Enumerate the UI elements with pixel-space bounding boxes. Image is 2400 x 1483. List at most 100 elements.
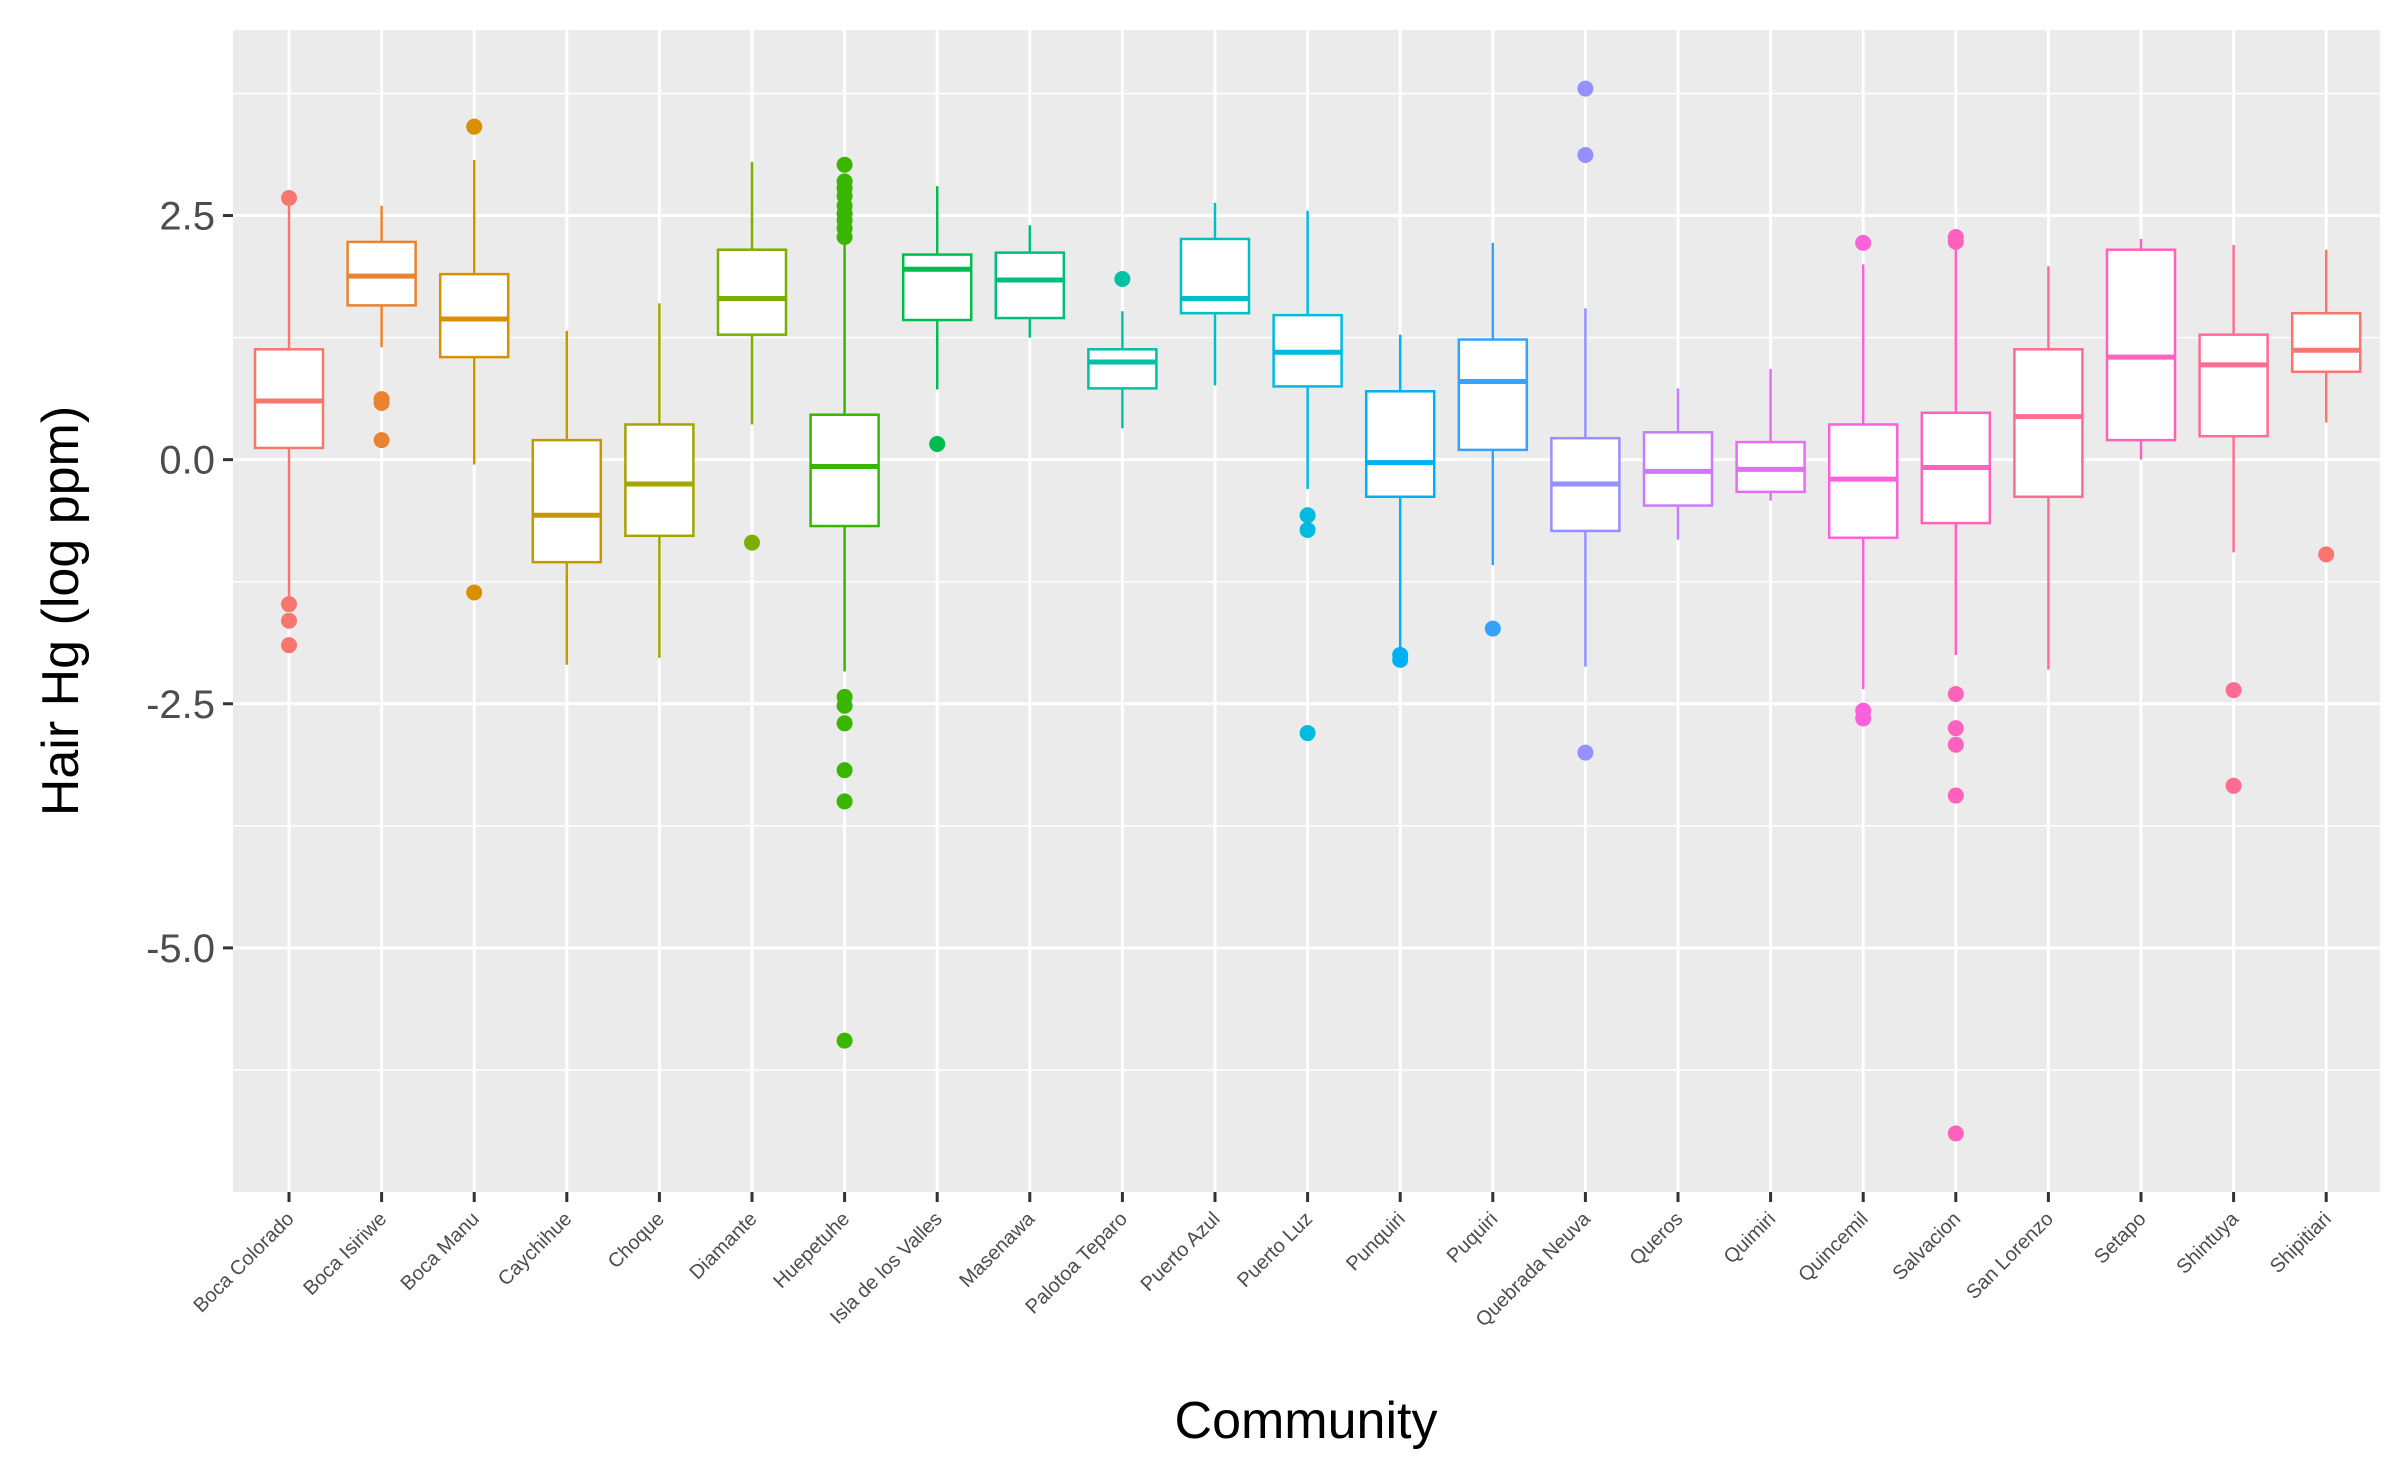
outlier-point: [1484, 620, 1501, 637]
box-series-group: [253, 80, 2362, 1142]
box-puerto-luz: [1272, 210, 1343, 742]
outlier-point: [836, 697, 853, 714]
box-puerto-azul: [1179, 202, 1251, 386]
outlier-point: [929, 436, 946, 453]
outlier-point: [281, 189, 297, 206]
outlier-point: [1947, 233, 1964, 250]
iqr-box: [1457, 338, 1529, 452]
outlier-point: [1947, 787, 1964, 804]
box-palotoa-teparo: [1087, 271, 1158, 429]
x-axis: Boca Colorado Boca Isiriwe Boca Manu Caychi…: [189, 1192, 2336, 1331]
iqr-box: [624, 423, 695, 538]
outlier-point: [1299, 507, 1316, 524]
x-tick-label: Salvacion: [1888, 1208, 1965, 1285]
box-boca-isiriwe: [346, 205, 417, 449]
iqr-box: [1087, 348, 1158, 390]
box-shipitiari: [2290, 249, 2362, 563]
y-tick-label: -5.0: [146, 927, 215, 971]
box-quebrada-neuva: [1550, 80, 1621, 761]
box-quincemil: [1827, 234, 1899, 727]
outlier-point: [373, 395, 390, 412]
x-tick-label: San Lorenzo: [1962, 1208, 2058, 1304]
x-tick-label: Puerto Luz: [1233, 1208, 1317, 1292]
box-caychihue: [531, 330, 603, 665]
box-diamante: [716, 161, 788, 551]
box-huepetuhe: [809, 156, 880, 1049]
y-tick-label: -2.5: [146, 683, 215, 727]
outlier-point: [1299, 725, 1316, 742]
outlier-point: [281, 612, 297, 629]
x-tick-label: Quimiri: [1720, 1208, 1780, 1268]
x-tick-label: Boca Isiriwe: [299, 1208, 391, 1300]
outlier-point: [1947, 736, 1964, 753]
outlier-point: [836, 229, 853, 246]
box-choque: [624, 303, 695, 658]
outlier-point: [2318, 546, 2335, 563]
iqr-box: [438, 272, 510, 359]
box-boca-manu: [438, 118, 510, 601]
y-tick-label: 2.5: [159, 195, 215, 239]
outlier-point: [836, 762, 853, 779]
outlier-point: [1947, 720, 1964, 737]
outlier-point: [836, 156, 853, 173]
x-tick-label: Shipitiari: [2266, 1208, 2336, 1278]
box-punquiri: [1364, 334, 1436, 668]
outlier-point: [1577, 146, 1594, 163]
outlier-point: [281, 637, 297, 654]
box-boca-colorado: [253, 189, 325, 654]
x-tick-label: Setapo: [2090, 1208, 2150, 1268]
x-tick-label: Queros: [1626, 1208, 1688, 1270]
box-masenawa: [994, 225, 1066, 338]
iqr-box: [531, 438, 603, 564]
outlier-point: [466, 118, 483, 135]
outlier-point: [744, 534, 760, 551]
box-puquiri: [1457, 242, 1529, 637]
outlier-point: [1947, 686, 1964, 702]
x-tick-label: Diamante: [685, 1208, 761, 1284]
iqr-box: [809, 413, 880, 528]
x-tick-label: Choque: [604, 1208, 669, 1273]
box-shintuya: [2198, 244, 2269, 794]
box-san-lorenzo: [2013, 266, 2084, 670]
outlier-point: [281, 596, 297, 613]
x-tick-label: Huepetuhe: [769, 1208, 854, 1293]
x-tick-label: Puerto Azul: [1137, 1208, 1225, 1296]
x-axis-title: Community: [1175, 1392, 1438, 1450]
x-tick-label: Boca Manu: [397, 1208, 484, 1295]
x-tick-label: Puquiri: [1443, 1208, 1503, 1268]
outlier-point: [1855, 234, 1872, 251]
iqr-box: [2105, 248, 2177, 442]
y-axis-title: Hair Hg (log ppm): [32, 406, 90, 816]
outlier-point: [1114, 271, 1131, 287]
outlier-point: [836, 1032, 853, 1049]
outlier-point: [2225, 682, 2242, 699]
x-tick-label: Boca Colorado: [189, 1208, 298, 1317]
box-isla-de-los-valles: [901, 186, 973, 453]
box-salvacion: [1920, 229, 1992, 1142]
iqr-box: [2290, 311, 2362, 374]
outlier-point: [2225, 777, 2242, 794]
outlier-point: [373, 432, 390, 449]
box-queros: [1642, 388, 1714, 540]
iqr-box: [2013, 348, 2084, 499]
outlier-point: [1577, 80, 1594, 97]
x-tick-label: Quincemil: [1794, 1208, 1872, 1286]
outlier-point: [836, 793, 853, 810]
outlier-point: [1577, 744, 1594, 761]
outlier-point: [1855, 710, 1872, 727]
iqr-box: [1364, 390, 1436, 499]
x-tick-label: Punquiri: [1342, 1208, 1409, 1275]
iqr-box: [901, 253, 973, 322]
outlier-point: [1947, 1125, 1964, 1142]
y-axis: 2.5 0.0 -2.5 -5.0: [146, 195, 233, 971]
outlier-point: [466, 584, 483, 601]
iqr-box: [716, 248, 788, 336]
x-tick-label: Shintuya: [2173, 1207, 2244, 1278]
iqr-box: [1179, 237, 1251, 315]
x-tick-label: Caychihue: [494, 1208, 576, 1290]
box-quimiri: [1735, 368, 1806, 501]
outlier-point: [1299, 521, 1316, 538]
iqr-box: [2198, 333, 2269, 438]
outlier-point: [1392, 651, 1409, 668]
